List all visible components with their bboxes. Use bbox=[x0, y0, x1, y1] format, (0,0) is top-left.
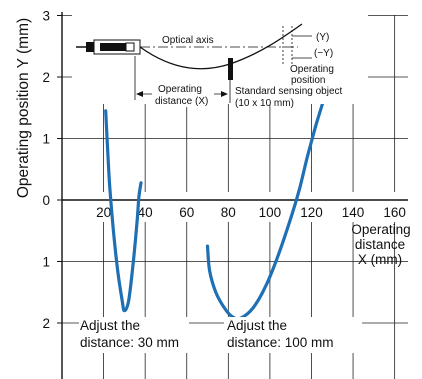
x-axis-label-line1: Operating bbox=[351, 222, 410, 237]
sensing-object bbox=[228, 58, 233, 80]
curve-series-1 bbox=[205, 78, 330, 321]
sensing-object-line1: Standard sensing object bbox=[235, 86, 343, 97]
operating-position-line1: Operating bbox=[290, 64, 334, 75]
y-tick-upper-0: 3 bbox=[42, 9, 50, 24]
y-plus-label: (Y) bbox=[316, 32, 329, 43]
distance-arrowhead-right bbox=[221, 91, 228, 97]
x-tick-1: 40 bbox=[138, 205, 153, 220]
annotation-bg-100 bbox=[224, 317, 362, 353]
curve-series-0 bbox=[104, 109, 143, 313]
curves bbox=[104, 78, 330, 321]
x-tick-2: 60 bbox=[179, 205, 194, 220]
y-minus-label: (−Y) bbox=[314, 48, 333, 59]
axes: 3 2 1 0 1 2 3 20 40 60 80 100 120 140 160 bbox=[42, 9, 408, 379]
operating-position-line2: position bbox=[291, 75, 325, 86]
y-tick-upper-1: 2 bbox=[42, 70, 50, 85]
sensor-lens bbox=[125, 42, 135, 52]
sensor-rear bbox=[86, 42, 94, 52]
optical-axis-label: Optical axis bbox=[162, 35, 214, 46]
y-tick-lower-2: 3 bbox=[42, 378, 50, 379]
operating-distance-line2: distance (X) bbox=[155, 96, 208, 107]
x-tick-7: 160 bbox=[383, 205, 406, 220]
y-tick-upper-2: 1 bbox=[42, 132, 50, 147]
annotation-30-line2: distance: 30 mm bbox=[80, 335, 179, 350]
y-tick-upper-3: 0 bbox=[42, 193, 50, 208]
annotation-30-line1: Adjust the bbox=[80, 318, 140, 333]
sensor-core bbox=[100, 43, 126, 51]
optical-axis-label-bg bbox=[160, 33, 222, 45]
y-tick-lower-0: 1 bbox=[42, 255, 50, 270]
x-axis-label-line3: X (mm) bbox=[358, 252, 402, 267]
annotation-bg-30 bbox=[79, 317, 189, 353]
y-axis-label: Operating position Y (mm) bbox=[15, 18, 32, 198]
operating-distance-line1: Operating bbox=[158, 84, 202, 95]
sensing-object-line2: (10 x 10 mm) bbox=[235, 98, 294, 109]
inset-diagram: Optical axis (Y) (−Y) Operating position… bbox=[72, 9, 368, 109]
y-tick-lower-1: 2 bbox=[42, 316, 50, 331]
x-tick-4: 100 bbox=[259, 205, 282, 220]
x-tick-0: 20 bbox=[96, 205, 111, 220]
x-tick-5: 120 bbox=[300, 205, 323, 220]
x-tick-3: 80 bbox=[221, 205, 236, 220]
annotation-100-line1: Adjust the bbox=[227, 318, 287, 333]
x-tick-6: 140 bbox=[342, 205, 365, 220]
inset-background bbox=[72, 9, 368, 104]
annotation-100-line2: distance: 100 mm bbox=[227, 335, 334, 350]
x-axis-label-line2: distance bbox=[355, 237, 405, 252]
distance-arrowhead-left bbox=[136, 91, 143, 97]
distance-label-bg bbox=[152, 80, 214, 107]
